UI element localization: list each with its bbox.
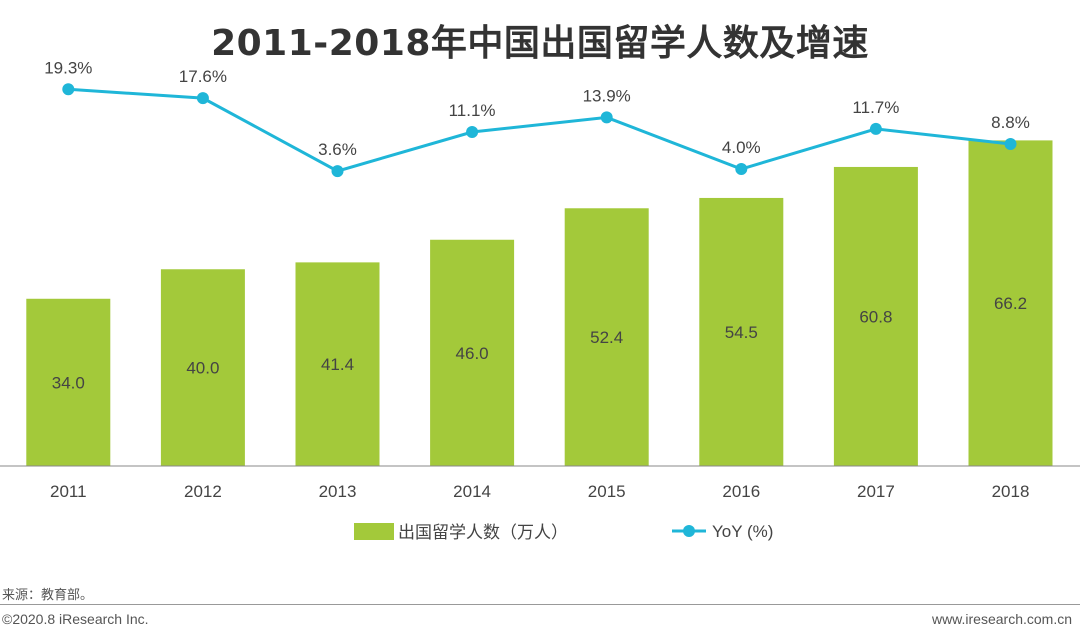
bar-value-label: 41.4 [321, 355, 354, 374]
yoy-value-label: 11.1% [449, 101, 496, 120]
bar-2016 [699, 197, 784, 466]
yoy-point-2016 [735, 163, 748, 175]
yoy-line [68, 87, 1011, 173]
legend-line-label: YoY (%) [712, 522, 773, 541]
bar-2014 [430, 239, 515, 466]
bar-2012 [160, 269, 245, 466]
yoy-point-2013 [331, 165, 344, 178]
yoy-point-2011 [62, 83, 75, 96]
bar-value-label: 40.0 [186, 359, 219, 378]
bar-2018 [968, 140, 1053, 466]
legend-line-marker [683, 525, 695, 537]
x-tick-label: 2013 [319, 482, 357, 501]
website-text: www.iresearch.com.cn [931, 611, 1072, 627]
yoy-value-label: 13.9% [583, 86, 631, 105]
yoy-point-2018 [1004, 137, 1017, 150]
yoy-point-2014 [466, 126, 479, 139]
footer-divider [0, 604, 1080, 605]
yoy-point-2012 [196, 92, 209, 105]
bar-2013 [295, 262, 380, 466]
yoy-value-label: 8.8% [991, 113, 1030, 132]
yoy-value-label: 4.0% [722, 138, 761, 157]
x-tick-label: 2015 [588, 482, 626, 501]
x-tick-label: 2017 [857, 482, 895, 501]
source-note: 来源：教育部。 [2, 588, 94, 603]
yoy-value-label: 11.7% [852, 98, 899, 117]
x-tick-label: 2018 [992, 482, 1030, 501]
x-tick-label: 2012 [184, 482, 222, 501]
yoy-value-label: 3.6% [318, 140, 357, 159]
bar-value-label: 66.2 [994, 294, 1027, 313]
yoy-value-label: 17.6% [179, 67, 227, 86]
copyright-text: ©2020.8 iResearch Inc. [2, 611, 149, 627]
yoy-value-label: 19.3% [44, 58, 92, 77]
bar-value-label: 54.5 [725, 323, 758, 342]
legend-bar-swatch [354, 523, 394, 540]
x-tick-label: 2011 [50, 482, 87, 501]
yoy-point-2017 [869, 122, 882, 135]
bar-value-label: 34.0 [52, 373, 85, 392]
x-tick-label: 2016 [722, 482, 760, 501]
yoy-point-2015 [600, 111, 613, 124]
x-tick-label: 2014 [453, 482, 491, 501]
legend-bar-label: 出国留学人数（万人） [398, 523, 568, 543]
bar-2011 [26, 298, 111, 466]
bar-2015 [564, 208, 649, 466]
chart-title: 2011-2018年中国出国留学人数及增速 [211, 23, 869, 64]
bar-value-label: 60.8 [859, 307, 892, 326]
bar-2017 [833, 166, 918, 466]
bar-value-label: 46.0 [456, 344, 489, 363]
bar-value-label: 52.4 [590, 328, 623, 347]
